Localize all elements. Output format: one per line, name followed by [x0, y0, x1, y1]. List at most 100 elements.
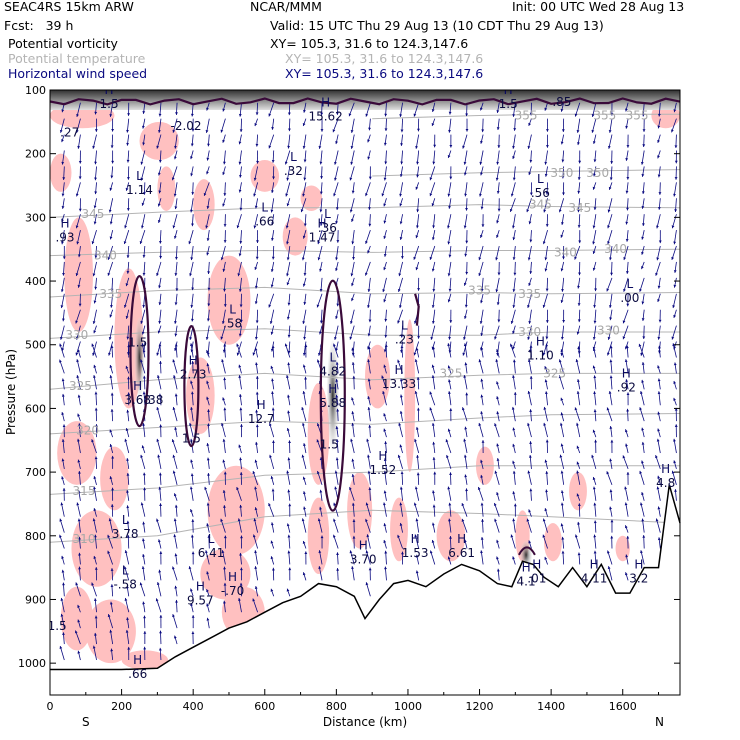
wind-vector-head: [61, 569, 65, 573]
wind-vector-head: [159, 615, 163, 618]
wind-vector-head: [383, 540, 387, 543]
wind-vector-head: [577, 209, 581, 213]
wind-vector-head: [141, 343, 145, 347]
wind-vector-head: [560, 336, 564, 340]
wind-vector-head: [126, 159, 130, 163]
wind-vector-head: [223, 471, 227, 475]
wind-vector-head: [593, 534, 597, 538]
wind-vector-head: [255, 362, 258, 366]
extremum-letter: H: [522, 561, 531, 575]
theta-label: 345: [568, 201, 591, 215]
wind-vector-head: [592, 365, 596, 369]
wind-vector-head: [109, 114, 113, 117]
wind-vector-head: [301, 454, 305, 458]
wind-vector-head: [255, 256, 259, 260]
wind-vector-head: [91, 439, 94, 443]
wind-vector-head: [351, 190, 355, 194]
wind-vector-head: [658, 192, 662, 195]
wind-vector-head: [626, 145, 630, 148]
wind-vector-head: [657, 365, 660, 369]
wind-vector-head: [107, 614, 111, 618]
wind-vector-head: [592, 241, 596, 245]
wind-vector-head: [110, 392, 114, 396]
wind-vector-head: [286, 470, 290, 474]
wind-vector-head: [126, 505, 130, 509]
wind-vector-head: [304, 551, 308, 554]
x-tick-label: 800: [326, 700, 347, 713]
wind-vector-head: [673, 314, 677, 318]
wind-vector-head: [254, 586, 258, 589]
extremum-value: 9.57: [187, 594, 214, 608]
wind-vector-head: [77, 394, 81, 398]
extremum-value: 1.47: [309, 231, 336, 245]
wind-vector-head: [319, 489, 323, 493]
wind-vector-head: [416, 225, 419, 229]
wind-vector-head: [240, 424, 243, 427]
wind-vector-head: [625, 125, 629, 129]
extremum-value: 1.5: [499, 97, 518, 111]
wind-vector-head: [142, 111, 146, 114]
wind-vector-head: [448, 391, 451, 394]
wind-vector-head: [319, 288, 323, 292]
wind-vector-head: [303, 159, 307, 163]
wind-vector-head: [111, 487, 115, 491]
wind-vector-head: [495, 289, 499, 293]
wind-vector-head: [254, 347, 258, 351]
wind-vector-head: [655, 455, 658, 459]
wind-vector-head: [239, 129, 243, 133]
wind-vector-head: [222, 161, 226, 165]
wind-vector-head: [639, 391, 643, 394]
extremum-letter: L: [324, 207, 331, 221]
wind-vector-head: [256, 160, 259, 164]
wind-vector-head: [143, 646, 147, 650]
wind-vector-head: [351, 241, 355, 245]
field-name-theta: Potential temperature: [8, 51, 146, 66]
extremum-letter: H: [634, 557, 643, 571]
wind-vector-head: [609, 426, 613, 429]
wind-vector-head: [545, 129, 549, 132]
wind-vector-head: [252, 534, 256, 538]
wind-vector-head: [109, 236, 113, 240]
wind-vector-head: [674, 407, 678, 411]
wind-vector-head: [61, 412, 65, 415]
wind-vector-head: [332, 534, 336, 538]
wind-vector-head: [268, 423, 272, 426]
wind-vector-head: [542, 352, 546, 356]
wind-vector-head: [303, 302, 307, 305]
wind-vector-head: [140, 320, 144, 324]
wind-vector-head: [576, 493, 580, 497]
wind-vector-head: [78, 161, 82, 164]
wind-vector-head: [223, 600, 226, 604]
wind-vector-head: [319, 320, 323, 324]
theta-contour: [50, 465, 680, 495]
y-tick-label: 1000: [18, 657, 46, 670]
wind-vector-head: [352, 375, 356, 379]
wind-vector-head: [496, 381, 499, 385]
wind-vector-head: [593, 305, 597, 308]
wind-vector-head: [383, 523, 387, 527]
wind-vector-head: [205, 225, 209, 229]
wind-vector-head: [174, 426, 178, 430]
wind-vector-head: [270, 365, 274, 369]
wind-vector-head: [271, 378, 274, 382]
wind-vector-head: [254, 459, 258, 463]
wind-vector-head: [415, 518, 419, 522]
y-tick-label: 200: [25, 148, 46, 161]
wind-vector-head: [416, 407, 420, 411]
wind-vector-head: [625, 221, 629, 225]
wind-vector-head: [270, 209, 274, 213]
wind-vector-head: [302, 572, 306, 576]
wind-vector-head: [156, 273, 159, 276]
wind-vector-head: [591, 454, 595, 458]
theta-contour: [50, 248, 680, 257]
extremum-value: 2.73: [180, 368, 207, 382]
wind-vector-head: [126, 520, 130, 524]
wind-vector-head: [284, 161, 288, 165]
wind-vector-head: [625, 379, 629, 383]
wind-vector-head: [365, 518, 368, 522]
pv-shade-region: [207, 465, 265, 555]
wind-vector-head: [365, 193, 368, 197]
wind-vector-head: [510, 193, 514, 197]
wind-vector-head: [560, 412, 564, 416]
center-label: NCAR/MMM: [250, 0, 322, 14]
